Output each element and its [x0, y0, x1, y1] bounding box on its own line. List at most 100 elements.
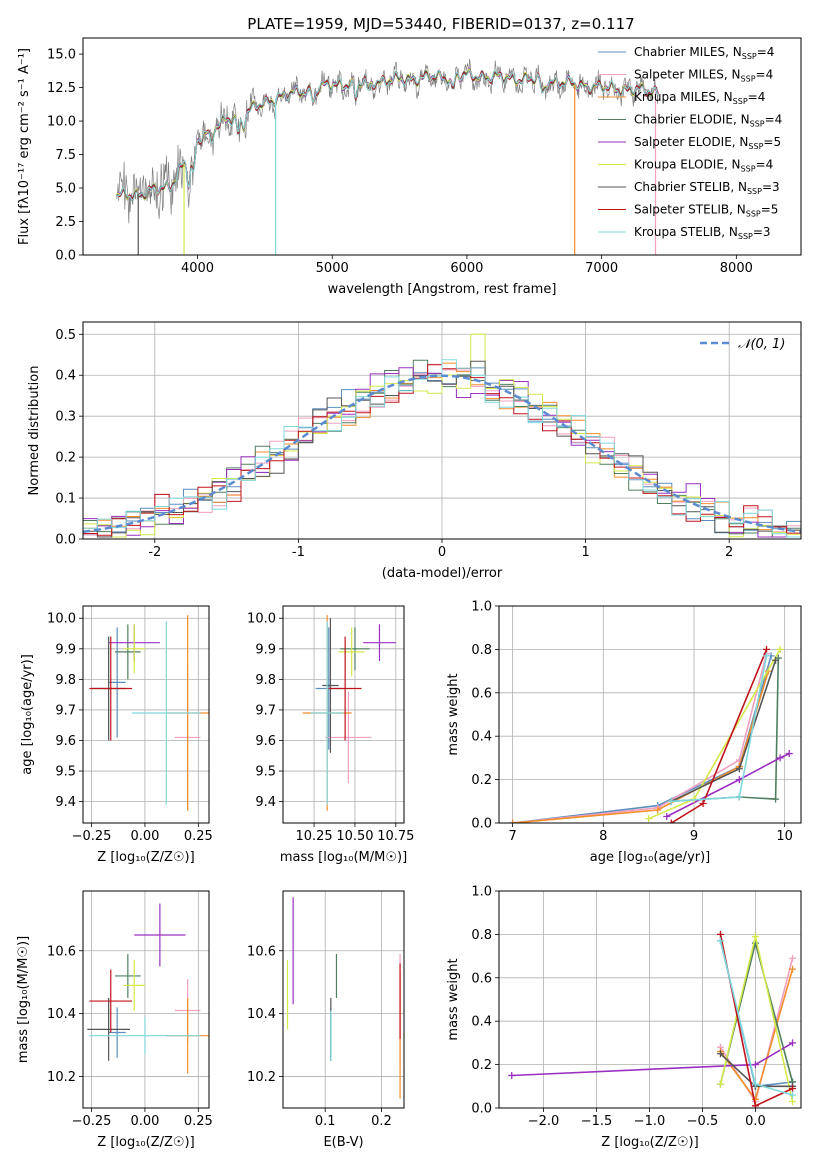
y-tick-label: 9.6 — [255, 734, 276, 749]
y-tick-label: 9.9 — [255, 642, 276, 657]
y-tick-label: 10.0 — [247, 612, 276, 627]
y-tick-label: 10.2 — [247, 1070, 276, 1085]
y-tick-label: 0.2 — [55, 451, 76, 466]
y-tick-label: 9.7 — [255, 703, 276, 718]
weight-series-line — [666, 752, 790, 818]
weight-series-line — [512, 670, 770, 823]
y-tick-label: 10.0 — [47, 612, 76, 627]
errorbar-point — [123, 960, 145, 1011]
residuals-panel: -2 -1 0 1 2 0.0 0.1 0.2 0.3 0.4 0.5 (data-model)/er… — [27, 321, 802, 581]
histogram-step-line — [83, 360, 801, 538]
y-tick-label: 9.8 — [55, 673, 76, 688]
x-tick-label: −0.5 — [687, 1114, 719, 1129]
errorbar-point — [132, 621, 201, 805]
errorbar-point — [89, 969, 133, 1033]
y-tick-label: 0.4 — [471, 1015, 492, 1030]
y-tick-label: 0.4 — [55, 369, 76, 384]
spectrum-plot-area — [116, 58, 659, 255]
y-tick-label: 9.5 — [55, 765, 76, 780]
y-tick-label: 5.0 — [55, 182, 76, 197]
x-tick-label: -1 — [292, 545, 305, 560]
x-tick-label: −1.0 — [634, 1114, 666, 1129]
weight-point-marker — [776, 754, 784, 762]
x-tick-label: 0.25 — [184, 829, 213, 844]
mass-age-frame — [282, 605, 405, 824]
legend-entry: Salpeter STELIB, NSSP=5 — [634, 203, 778, 219]
x-tick-label: 6000 — [450, 261, 483, 276]
normal-reference-curve — [83, 374, 801, 534]
weight-point-marker — [751, 933, 759, 941]
errorbar-point — [338, 627, 365, 677]
age-weight-frame — [498, 605, 802, 824]
weight-point-marker — [735, 776, 743, 784]
weight-point-marker — [716, 1050, 724, 1058]
weight-series-line — [719, 1053, 793, 1088]
weight-point-marker — [751, 1080, 759, 1088]
weight-point-marker — [763, 652, 771, 660]
weight-point-marker — [667, 797, 675, 805]
legend-entry: Chabrier MILES, NSSP=4 — [634, 45, 774, 61]
y-tick-label: 1.0 — [471, 600, 492, 615]
y-tick-label: 9.4 — [255, 795, 276, 810]
z-weight-plot-area — [508, 930, 797, 1108]
y-tick-label: 10.6 — [47, 944, 76, 959]
y-tick-label: 10.0 — [47, 115, 76, 130]
y-tick-label: 7.5 — [55, 148, 76, 163]
legend-entry: Kroupa ELODIE, NSSP=4 — [634, 158, 773, 174]
y-tick-label: 1.0 — [471, 885, 492, 900]
x-axis-label: Z [log₁₀(Z/Z☉)] — [97, 1135, 194, 1150]
age-weight-panel: 7 8 9 10 0.0 0.2 0.4 0.6 0.8 1.0 age [log₁₀(age/yr… — [446, 600, 802, 865]
ebv-mass-frame — [282, 890, 405, 1109]
weight-point-marker — [772, 656, 780, 664]
mass-age-plot-area — [302, 615, 396, 811]
y-tick-label: 0.0 — [55, 533, 76, 548]
weight-point-marker — [751, 1061, 759, 1069]
x-axis-label: age [log₁₀(age/yr)] — [590, 850, 711, 865]
legend-entry: Kroupa MILES, NSSP=4 — [634, 90, 765, 106]
y-tick-label: 15.0 — [47, 48, 76, 63]
y-tick-label: 9.6 — [55, 734, 76, 749]
y-axis-label: mass [log₁₀(M/M☉)] — [16, 936, 31, 1063]
errorbar-point — [115, 624, 141, 680]
y-tick-label: 10.4 — [47, 1007, 76, 1022]
y-tick-label: 9.9 — [55, 642, 76, 657]
x-tick-label: 10.25 — [295, 829, 332, 844]
errorbar-point — [89, 636, 133, 741]
y-tick-label: 10.2 — [47, 1070, 76, 1085]
x-axis-label: Z [log₁₀(Z/Z☉)] — [601, 1135, 698, 1150]
z-age-frame — [82, 605, 210, 824]
z-mass-plot-area — [87, 903, 209, 1074]
histogram-step-line — [83, 367, 801, 538]
errorbar-point — [108, 627, 126, 738]
x-tick-label: 5000 — [316, 261, 349, 276]
z-age-plot-area — [89, 615, 209, 811]
y-tick-label: 0.0 — [471, 817, 492, 832]
legend-entry: 𝒩(0, 1) — [738, 337, 785, 352]
spectrum-frame — [82, 37, 802, 256]
y-axis-label: Normed distribution — [27, 366, 42, 496]
mass-age-panel: 10.25 10.50 10.75 9.4 9.5 9.6 9.7 9.8 9.9 10.0 mas… — [247, 605, 414, 865]
figure-title: PLATE=1959, MJD=53440, FIBERID=0137, z=0… — [247, 15, 634, 33]
x-tick-label: -2 — [148, 545, 161, 560]
x-tick-label: 10.75 — [377, 829, 414, 844]
weight-point-marker — [509, 819, 517, 823]
x-tick-label: −1.5 — [581, 1114, 613, 1129]
x-axis-label: E(B-V) — [323, 1135, 363, 1150]
weight-point-marker — [763, 645, 771, 653]
errorbar-point — [89, 1016, 201, 1055]
x-tick-label: 10 — [776, 829, 793, 844]
weight-point-marker — [645, 815, 653, 823]
y-tick-label: 0.8 — [471, 928, 492, 943]
weight-point-marker — [735, 793, 743, 801]
weight-point-marker — [789, 1084, 797, 1092]
weight-point-marker — [716, 930, 724, 938]
spectrum-model-line — [116, 69, 659, 201]
x-tick-label: 0.2 — [371, 1114, 392, 1129]
weight-point-marker — [789, 1097, 797, 1105]
y-tick-label: 9.7 — [55, 703, 76, 718]
weight-point-marker — [663, 812, 671, 820]
weight-point-marker — [716, 1080, 724, 1088]
legend-entry: Salpeter MILES, NSSP=4 — [634, 68, 773, 84]
y-tick-label: 0.0 — [471, 1102, 492, 1117]
